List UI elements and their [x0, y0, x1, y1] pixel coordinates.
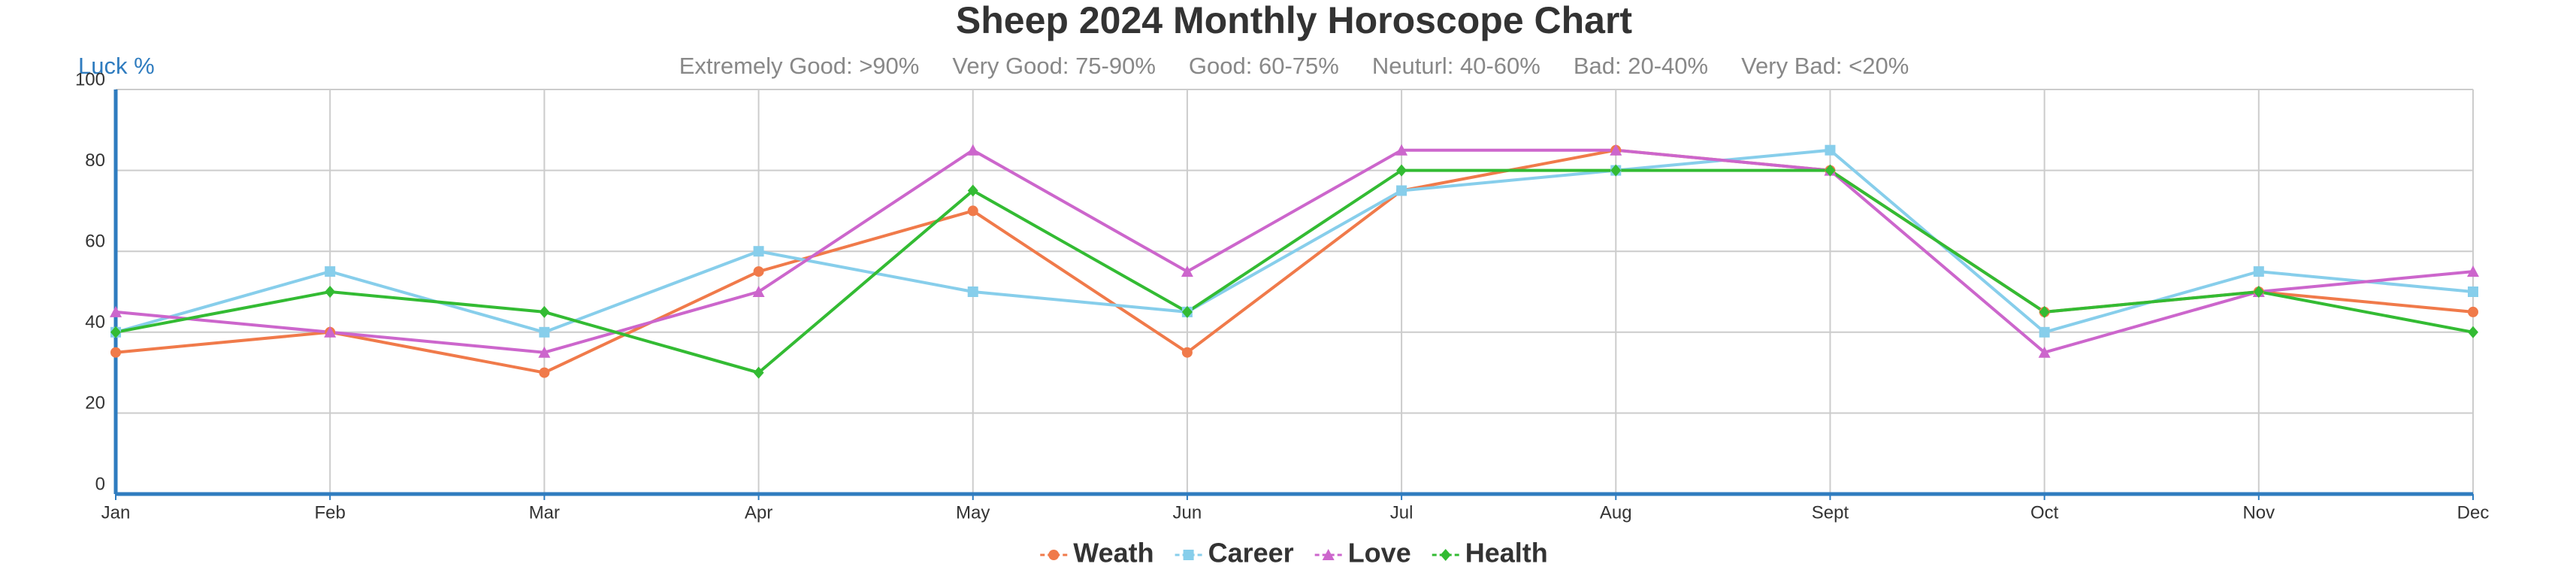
x-tick-label: Oct: [2030, 502, 2059, 523]
series-line: [115, 168, 2474, 374]
data-point: [325, 286, 336, 298]
legend-marker: [1322, 549, 1335, 560]
data-point: [1181, 305, 1193, 318]
y-tick-label: 20: [85, 393, 105, 414]
data-point: [1610, 164, 1622, 177]
x-tick-label: Apr: [745, 502, 772, 523]
data-point: [1396, 164, 1407, 177]
data-point: [1825, 144, 1836, 156]
legend-marker: [1440, 549, 1451, 561]
x-tick-label: Dec: [2457, 502, 2490, 523]
y-tick-label: 40: [85, 312, 105, 332]
data-point: [1395, 144, 1408, 156]
y-axis-label: Luck %: [78, 53, 155, 79]
data-point: [2039, 305, 2050, 318]
subtitle: Extremely Good: >90% Very Good: 75-90% Goo…: [679, 53, 1909, 79]
legend: Weath Career Love Health: [1040, 538, 1548, 568]
data-point: [539, 305, 550, 318]
subtitle-item: Bad: 20-40%: [1574, 53, 1708, 79]
data-point: [538, 346, 551, 358]
chart-title: Sheep 2024 Monthly Horoscope Chart: [956, 0, 1633, 41]
data-point: [539, 326, 550, 338]
legend-label: Career: [1208, 538, 1294, 568]
series-line: [115, 148, 2474, 354]
data-point: [2468, 286, 2478, 297]
data-point: [2468, 326, 2478, 338]
legend-marker: [1048, 550, 1060, 560]
data-point: [967, 205, 978, 217]
x-tick-label: Nov: [2242, 502, 2275, 523]
data-point: [324, 326, 337, 338]
x-tick-label: May: [956, 502, 990, 523]
x-tick-label: Feb: [315, 502, 346, 523]
subtitle-item: Neuturl: 40-60%: [1372, 53, 1540, 79]
data-point: [966, 144, 979, 156]
data-point: [2039, 326, 2050, 338]
subtitle-item: Extremely Good: >90%: [679, 53, 920, 79]
data-point: [2253, 286, 2264, 298]
legend-label: Health: [1465, 538, 1548, 568]
data-point: [2467, 265, 2479, 277]
x-tick-label: Jan: [101, 502, 131, 523]
data-point: [110, 326, 121, 338]
legend-label: Weath: [1073, 538, 1153, 568]
data-point: [2468, 306, 2478, 317]
subtitle-item: Very Good: 75-90%: [952, 53, 1156, 79]
y-tick-label: 100: [75, 69, 105, 89]
data-point: [110, 305, 122, 317]
series-line: [115, 148, 2474, 374]
data-point: [2038, 346, 2051, 358]
data-point: [967, 286, 978, 297]
data-point: [753, 266, 764, 277]
data-point: [325, 266, 336, 277]
data-point: [753, 246, 764, 257]
x-tick-label: Aug: [1600, 502, 1632, 523]
legend-label: Love: [1348, 538, 1411, 568]
data-point: [110, 347, 121, 358]
data-point: [539, 367, 550, 378]
subtitle-item: Very Bad: <20%: [1741, 53, 1909, 79]
x-tick-label: Jul: [1390, 502, 1413, 523]
data-point: [1825, 164, 1836, 177]
data-point: [2253, 266, 2264, 277]
data-point: [967, 184, 978, 197]
series-line: [115, 148, 2474, 335]
legend-marker: [1183, 550, 1194, 560]
data-point: [1396, 185, 1407, 196]
data-point: [1610, 144, 1622, 156]
data-point: [753, 366, 764, 379]
y-tick-label: 80: [85, 150, 105, 171]
x-tick-label: Jun: [1173, 502, 1202, 523]
data-point: [1181, 347, 1193, 358]
x-tick-label: Mar: [529, 502, 560, 523]
y-tick-label: 0: [95, 474, 105, 494]
x-tick-label: Sept: [1812, 502, 1849, 523]
data-point: [752, 286, 765, 297]
subtitle-item: Good: 60-75%: [1189, 53, 1339, 79]
data-point: [1181, 265, 1193, 277]
y-tick-label: 60: [85, 232, 105, 252]
